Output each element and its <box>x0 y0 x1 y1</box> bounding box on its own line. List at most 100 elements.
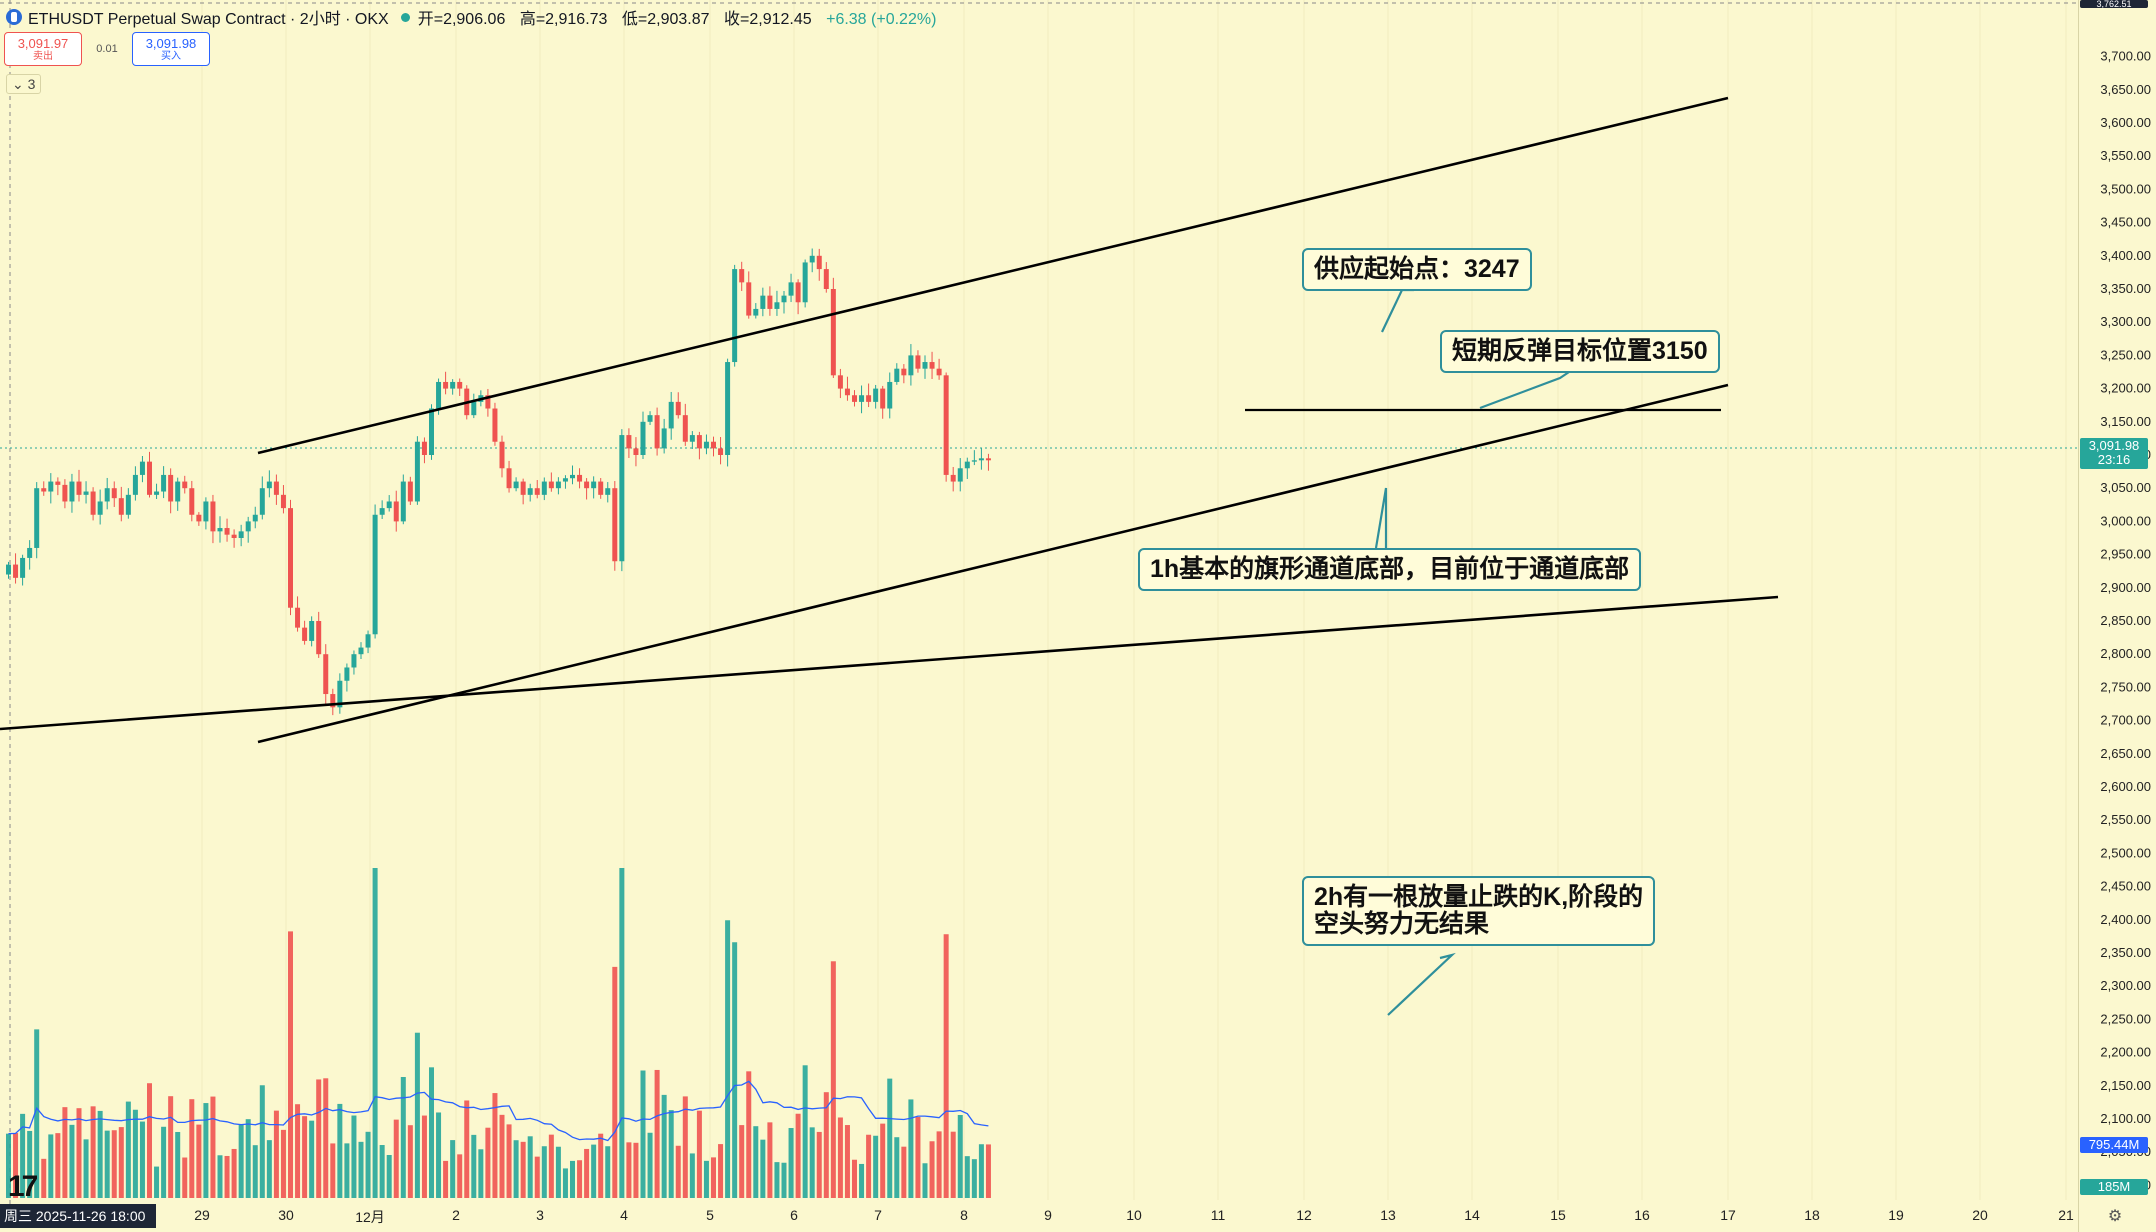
long-support-line[interactable] <box>0 595 1779 731</box>
volume-bar <box>407 1125 413 1198</box>
indicator-collapse-toggle[interactable]: ⌄ 3 <box>6 74 42 94</box>
candle-body <box>527 488 533 495</box>
flag-annotation[interactable]: 1h基本的旗形通道底部，目前位于通道底部 <box>1138 548 1642 591</box>
ohlc-values: 开=2,906.06 高=2,916.73 低=2,903.87 收=2,912… <box>418 5 947 29</box>
candle-body <box>767 295 773 309</box>
volume-bar <box>436 1112 442 1198</box>
volume-annotation[interactable]: 2h有一根放量止跌的K,阶段的 空头努力无结果 <box>1302 876 1656 946</box>
trendlines[interactable] <box>0 96 1779 744</box>
symbol-header[interactable]: ETHUSDT Perpetual Swap Contract · 2小时 · … <box>0 0 946 34</box>
volume-bar <box>492 1093 498 1198</box>
open-value: 开=2,906.06 <box>417 11 506 28</box>
volume-bar <box>429 1067 434 1198</box>
volume-bar <box>175 1131 181 1198</box>
candle-body <box>866 395 872 402</box>
candle-body <box>880 388 886 409</box>
candle-body <box>436 381 442 409</box>
candle-body <box>682 415 688 442</box>
price-tick-label: 2,250.00 <box>2100 1011 2151 1026</box>
candle-body <box>344 667 350 681</box>
volume-bar <box>901 1146 907 1198</box>
volume-bar <box>506 1124 512 1198</box>
volume-bar <box>365 1131 371 1198</box>
sell-button[interactable]: 3,091.97 卖出 <box>4 32 82 66</box>
time-tick-label: 21 <box>2058 1207 2074 1223</box>
volume-bar <box>288 931 293 1198</box>
volume-bar <box>379 1145 385 1198</box>
candle-body <box>443 381 449 389</box>
volume-bar <box>168 1096 174 1198</box>
candle-body <box>570 474 575 479</box>
candle-body <box>661 428 667 449</box>
target-annotation[interactable]: 短期反弹目标位置3150 <box>1440 330 1720 373</box>
volume-bar <box>880 1123 886 1198</box>
candle-body <box>393 501 399 522</box>
candle-body <box>711 441 716 449</box>
symbol-title[interactable]: ETHUSDT Perpetual Swap Contract · 2小时 · … <box>28 11 389 28</box>
price-tick-label: 3,700.00 <box>2100 49 2151 64</box>
candle-body <box>830 289 836 376</box>
volume-bar <box>372 868 378 1198</box>
volume-bar <box>421 1115 427 1198</box>
volume-bar <box>584 1148 590 1198</box>
volume-bar <box>605 1146 611 1198</box>
price-tick-label: 2,750.00 <box>2100 679 2151 694</box>
candle-body <box>104 488 110 502</box>
candle-body <box>358 647 364 655</box>
candle-body <box>647 415 653 422</box>
price-axis[interactable]: 3,700.00 3,650.00 3,600.00 3,550.00 3,500.00… <box>2078 0 2156 1232</box>
candle-body <box>132 474 138 495</box>
candle-body <box>908 355 914 376</box>
volume-bars <box>6 868 991 1198</box>
candle-body <box>985 458 991 461</box>
candle-body <box>125 494 131 515</box>
candle-body <box>562 478 568 482</box>
supply-annotation[interactable]: 供应起始点：3247 <box>1302 248 1532 291</box>
candle-body <box>964 461 970 469</box>
candle-body <box>83 491 89 495</box>
time-tick-label: 4 <box>620 1207 628 1223</box>
candlestick-chart[interactable] <box>0 0 2078 1232</box>
candle-body <box>936 368 942 376</box>
volume-bar <box>280 1129 286 1198</box>
price-tick-label: 2,500.00 <box>2100 845 2151 860</box>
price-tick-label: 2,600.00 <box>2100 779 2151 794</box>
candle-body <box>20 557 26 578</box>
channel-upper-line[interactable] <box>257 96 1729 455</box>
volume-bar <box>852 1159 857 1198</box>
volume-bar <box>76 1108 82 1198</box>
candle-body <box>429 408 434 455</box>
buy-button[interactable]: 3,091.98 买入 <box>132 32 210 66</box>
volume-bar <box>570 1160 575 1198</box>
volume-bar <box>718 1144 724 1198</box>
candle-body <box>330 694 336 708</box>
channel-lower-line[interactable] <box>257 383 1729 744</box>
volume-bar <box>132 1109 138 1198</box>
candle-body <box>555 481 561 489</box>
candle-body <box>471 401 477 416</box>
settings-gear-icon[interactable]: ⚙ <box>2107 1208 2123 1225</box>
candle-body <box>13 564 19 578</box>
volume-ma-line <box>8 1080 989 1142</box>
volume-bar <box>675 1145 681 1198</box>
candle-body <box>41 488 47 492</box>
time-tick-label: 10 <box>1126 1207 1142 1223</box>
time-tick-label: 12 <box>1296 1207 1312 1223</box>
price-tick-label: 2,200.00 <box>2100 1045 2151 1060</box>
time-tick-label: 6 <box>790 1207 798 1223</box>
volume-bar <box>647 1132 653 1198</box>
current-price-text: 3,091.98 <box>2088 438 2140 453</box>
volume-bar <box>746 1071 752 1198</box>
volume-bar <box>302 1116 308 1198</box>
volume-bar <box>654 1069 660 1198</box>
volume-bar <box>252 1145 258 1198</box>
time-tick-label: 12月 <box>355 1209 385 1225</box>
countdown-text: 23:16 <box>2097 452 2131 467</box>
volume-bar <box>562 1168 568 1198</box>
volume-bar <box>55 1133 61 1198</box>
candle-body <box>859 395 865 402</box>
candle-body <box>196 514 202 522</box>
buy-price: 3,091.98 <box>145 35 197 51</box>
volume-annotation-line2: 空头努力无结果 <box>1314 910 1490 938</box>
volume-bar <box>936 1131 942 1198</box>
